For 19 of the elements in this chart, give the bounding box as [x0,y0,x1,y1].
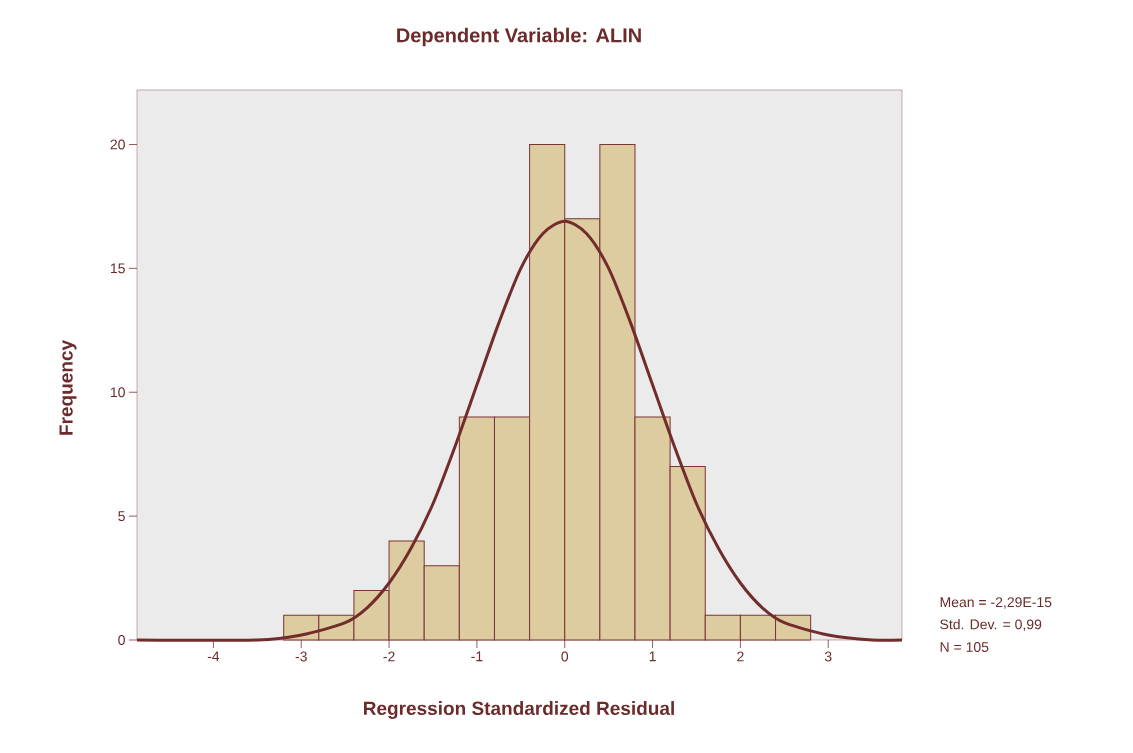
x-tick-label: -2 [383,651,395,662]
y-tick-label: 15 [110,263,125,274]
text: Std. Dev. = 0,99 [940,619,1042,631]
chart-title: Dependent Variable: ALIN [397,27,641,47]
x-tick-label: 0 [561,651,569,662]
x-tick-label: -4 [207,651,220,662]
y-tick-label: 5 [118,511,125,522]
x-tick-label: 2 [737,651,744,662]
y-tick-label: 0 [118,635,125,645]
x-axis-title: Regression Standardized Residual [364,701,674,719]
text: Mean = -2,29E-15 [940,597,1052,609]
text: N = 105 [940,642,989,652]
y-tick-label: 10 [110,387,125,398]
x-tick-label: 3 [824,651,832,662]
x-tick-label: 1 [649,651,656,662]
y-axis-title: Frequency [59,340,77,435]
x-tick-label: -1 [471,651,483,662]
x-tick-label: -3 [295,651,307,662]
y-tick-label: 20 [110,139,125,150]
